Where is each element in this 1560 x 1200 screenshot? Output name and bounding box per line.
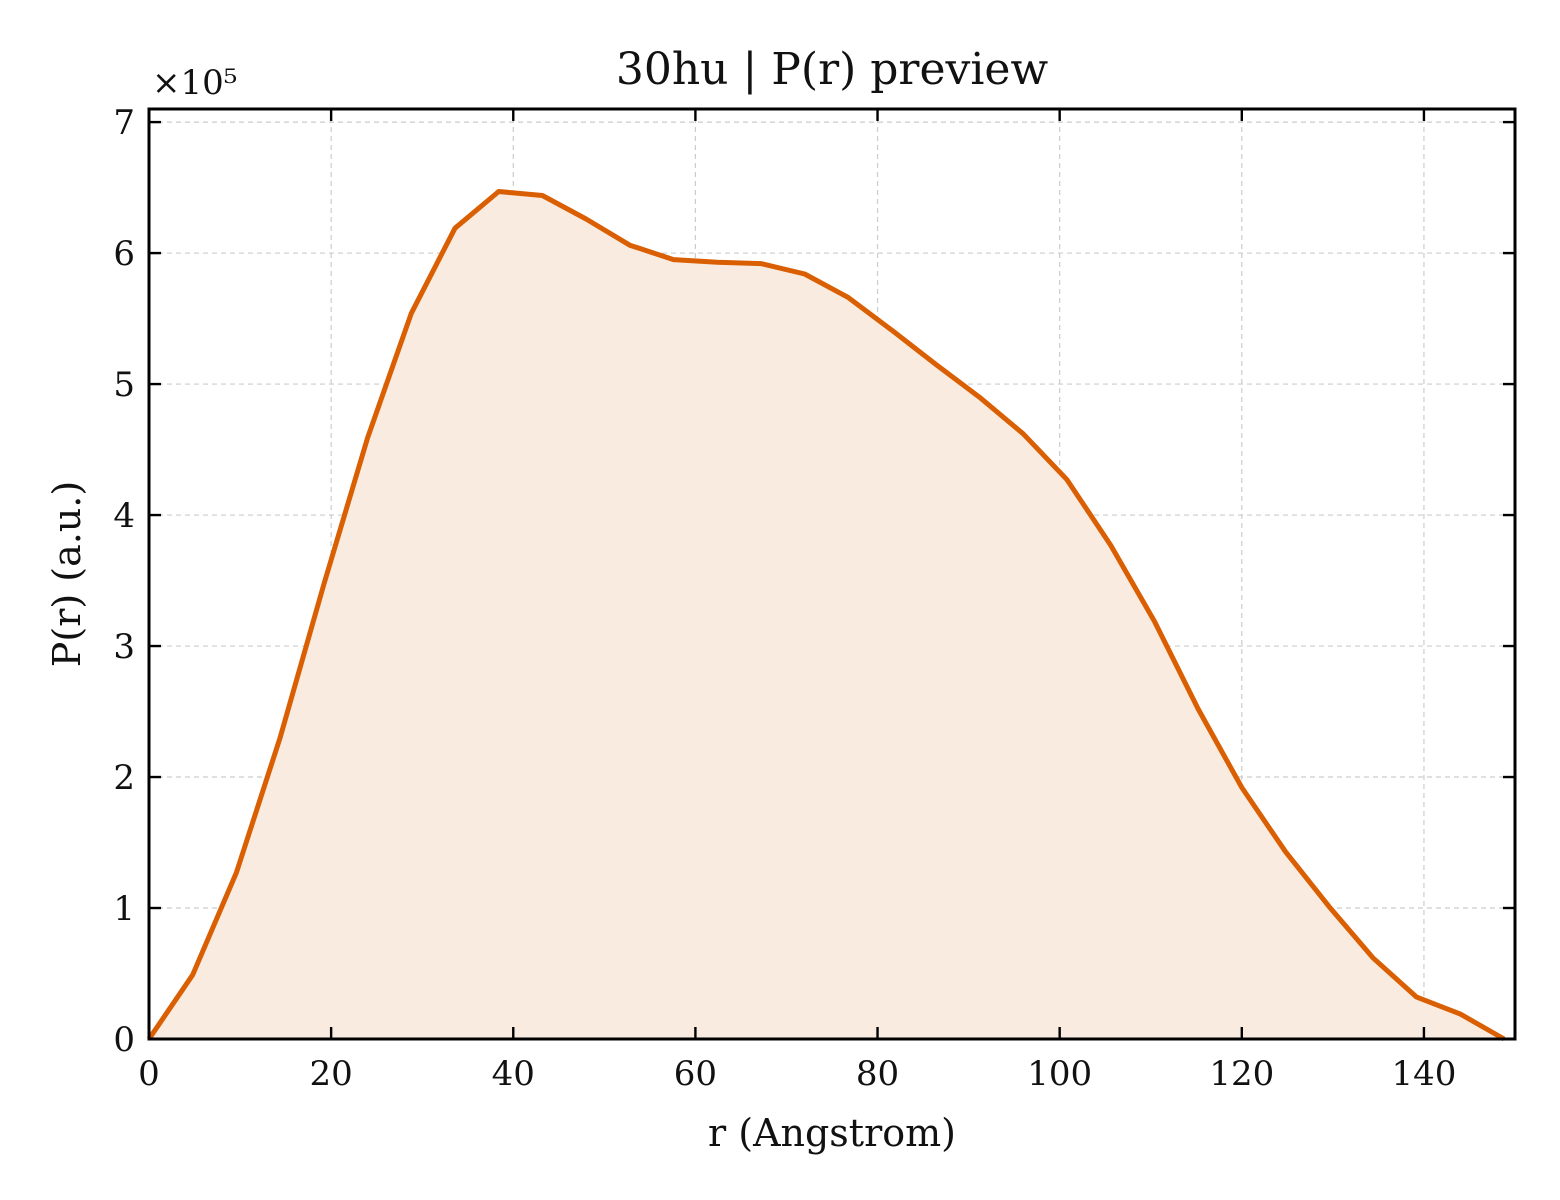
y-axis-exponent-label: ×10⁵ bbox=[152, 63, 237, 103]
y-tick-label: 4 bbox=[113, 496, 135, 536]
x-tick-label: 120 bbox=[1209, 1054, 1274, 1094]
x-axis-label: r (Angstrom) bbox=[708, 1111, 956, 1155]
chart-title: 30hu | P(r) preview bbox=[616, 44, 1049, 95]
y-tick-label: 3 bbox=[113, 627, 135, 667]
x-tick-label: 20 bbox=[310, 1054, 353, 1094]
y-tick-label: 2 bbox=[113, 758, 135, 798]
x-tick-label: 0 bbox=[138, 1054, 160, 1094]
x-tick-label: 40 bbox=[492, 1054, 535, 1094]
plot-frame bbox=[147, 107, 1517, 1041]
y-tick-label: 0 bbox=[113, 1020, 135, 1060]
x-tick-label: 80 bbox=[856, 1054, 899, 1094]
series-line bbox=[146, 189, 1506, 1042]
y-tick-label: 5 bbox=[113, 365, 135, 405]
axis-ticks: 0 20 40 60 80 100 120 140 0 1 2 3 4 5 6 7 bbox=[113, 103, 1515, 1094]
x-tick-label: 100 bbox=[1027, 1054, 1092, 1094]
y-tick-label: 7 bbox=[113, 103, 135, 143]
x-tick-label: 140 bbox=[1391, 1054, 1456, 1094]
x-tick-label: 60 bbox=[674, 1054, 717, 1094]
y-axis-label: P(r) (a.u.) bbox=[45, 481, 89, 667]
area-fill bbox=[149, 191, 1505, 1039]
y-tick-label: 1 bbox=[113, 889, 135, 929]
y-tick-label: 6 bbox=[113, 234, 135, 274]
